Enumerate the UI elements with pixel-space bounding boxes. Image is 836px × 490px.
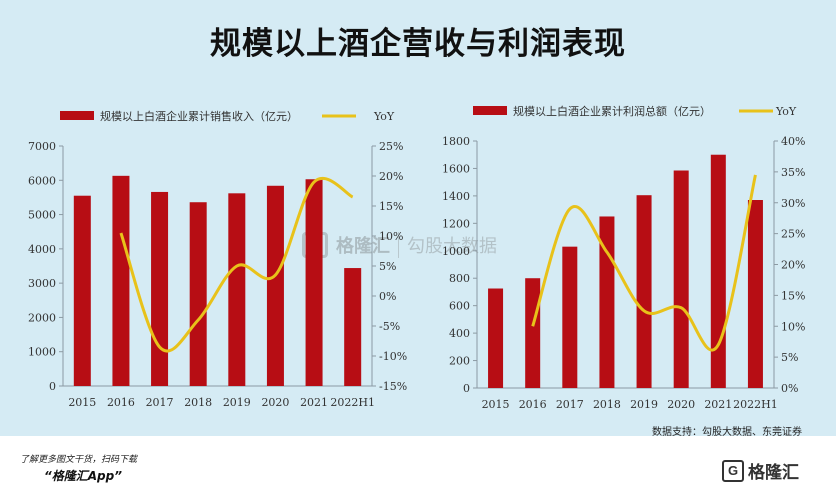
chart-0-ytick-label: 3000 [28,277,56,290]
chart-0-y2tick-label: 20% [379,170,403,183]
chart-1-xtick-label: 2020 [667,398,695,411]
chart-1-xtick-label: 2015 [482,398,510,411]
chart-0-xtick-label: 2015 [68,396,96,409]
chart-1-y2tick-label: 15% [781,289,805,302]
chart-0-xtick-label: 2022H1 [330,396,375,409]
chart-1-ytick-label: 1400 [442,190,470,203]
chart-0-legend-bar-swatch [60,111,94,120]
chart-0-ytick-label: 4000 [28,243,56,256]
chart-1-y2tick-label: 40% [781,135,805,148]
chart-0-bar-2018 [189,202,207,386]
chart-0-xtick-label: 2018 [184,396,212,409]
chart-background [0,0,836,436]
chart-1-ytick-label: 1200 [442,217,470,230]
chart-1-bar-2022H1 [747,200,763,388]
data-source: 数据支持：勾股大数据、东莞证券 [652,427,802,438]
chart-1-ytick-label: 0 [463,382,470,395]
footer-app-name[interactable]: “格隆汇App” [44,469,122,483]
logo-icon: G [722,459,744,482]
logo-text: 格隆汇 [748,463,799,483]
chart-1-bar-2017 [562,246,578,388]
chart-0-bar-2022H1 [344,268,362,386]
chart-1-legend-bar-swatch [473,106,507,115]
chart-0-y2tick-label: 25% [379,140,403,153]
chart-1-xtick-label: 2017 [556,398,584,411]
chart-1-xtick-label: 2021 [704,398,732,411]
chart-0-xtick-label: 2016 [107,396,135,409]
chart-0-bar-2015 [73,195,91,386]
chart-0-y2tick-label: 0% [379,290,396,303]
chart-1-legend-bar-label: 规模以上白酒企业累计利润总额（亿元） [513,104,711,118]
chart-1-bar-2015 [488,288,504,388]
chart-0-xtick-label: 2017 [146,396,174,409]
chart-0-xtick-label: 2021 [300,396,328,409]
chart-0-y2tick-label: 10% [379,230,403,243]
chart-0-y2tick-label: 5% [379,260,396,273]
watermark-brand2: 勾股大数据 [407,236,497,257]
chart-1-y2tick-label: 30% [781,197,805,210]
chart-1-xtick-label: 2019 [630,398,658,411]
footer-download-hint: 了解更多图文干货，扫码下载 [20,455,138,465]
chart-0-xtick-label: 2019 [223,396,251,409]
chart-1-y2tick-label: 20% [781,259,805,272]
chart-1-y2tick-label: 0% [781,382,798,395]
page-title: 规模以上酒企营收与利润表现 [210,26,626,62]
chart-0-bar-2020 [266,185,284,386]
chart-0-ytick-label: 7000 [28,140,56,153]
chart-0-y2tick-label: -5% [379,320,400,333]
chart-0-ytick-label: 5000 [28,209,56,222]
chart-0-y2tick-label: 15% [379,200,403,213]
chart-0-ytick-label: 0 [49,380,56,393]
chart-1-y2tick-label: 10% [781,320,805,333]
chart-1-y2tick-label: 5% [781,351,798,364]
chart-1-ytick-label: 400 [449,327,470,340]
watermark-separator [398,232,399,258]
chart-0-xtick-label: 2020 [261,396,289,409]
chart-0-legend-line-label: YoY [373,110,395,123]
chart-1-xtick-label: 2022H1 [733,398,778,411]
chart-1-y2tick-label: 35% [781,166,805,179]
chart-1-bar-2020 [673,170,689,388]
chart-0-ytick-label: 6000 [28,174,56,187]
chart-1-ytick-label: 600 [449,300,470,313]
chart-1-ytick-label: 800 [449,272,470,285]
chart-1-ytick-label: 1600 [442,162,470,175]
chart-0-bar-2021 [305,179,323,386]
chart-1-ytick-label: 1800 [442,135,470,148]
chart-1-legend-line-label: YoY [775,105,797,118]
chart-1-y2tick-label: 25% [781,228,805,241]
chart-0-ytick-label: 1000 [28,346,56,359]
footer-logo[interactable]: G 格隆汇 [722,458,799,483]
chart-0-legend-bar-label: 规模以上白酒企业累计销售收入（亿元） [100,109,298,123]
chart-1-bar-2016 [525,278,541,388]
chart-1-bar-2021 [710,154,726,388]
chart-0-bar-2017 [151,191,169,386]
chart-0-bar-2019 [228,193,246,386]
chart-1-xtick-label: 2018 [593,398,621,411]
charts-canvas: 01000200030004000500060007000-15%-10%-5%… [28,104,805,411]
chart-0-y2tick-label: -10% [379,350,407,363]
chart-0-bar-2016 [112,175,130,386]
chart-1-bar-2019 [636,195,652,388]
chart-1-ytick-label: 200 [449,355,470,368]
chart-1-xtick-label: 2016 [519,398,547,411]
watermark-brand: 格隆汇 [336,236,390,257]
chart-0-ytick-label: 2000 [28,311,56,324]
chart-0-y2tick-label: -15% [379,380,407,393]
chart-1-ytick-label: 1000 [442,245,470,258]
